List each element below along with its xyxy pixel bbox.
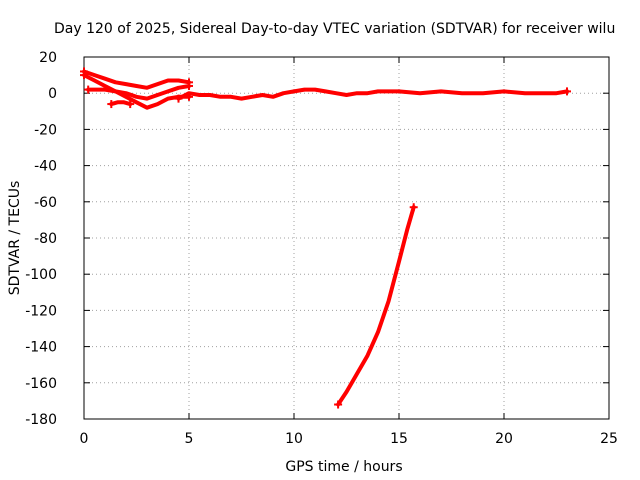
plot-frame	[83, 56, 610, 420]
y-tick-label: -40	[34, 159, 57, 175]
x-tick-label: 10	[285, 431, 303, 447]
x-tick-label: 25	[600, 431, 618, 447]
y-tick-label: -100	[25, 267, 57, 283]
y-tick-label: -140	[25, 340, 57, 356]
x-tick-label: 20	[495, 431, 513, 447]
y-tick-label: -160	[25, 376, 57, 392]
series-middle-arc	[82, 73, 191, 110]
series-upper-arc	[82, 69, 191, 90]
x-tick-label: 5	[185, 431, 194, 447]
series-layer	[80, 67, 571, 409]
y-axis-label: SDTVAR / TECUs	[7, 181, 23, 296]
series-lower-arc	[86, 84, 191, 101]
x-axis-label: GPS time / hours	[285, 459, 402, 475]
series-descending-arc	[336, 205, 416, 407]
x-tick-label: 15	[390, 431, 408, 447]
y-tick-label: -80	[34, 231, 57, 247]
y-tick-label: 20	[39, 50, 57, 66]
y-tick-label: -120	[25, 303, 57, 319]
series-main-track	[176, 87, 569, 101]
y-tick-label: -20	[34, 122, 57, 138]
chart-title: Day 120 of 2025, Sidereal Day-to-day VTE…	[54, 21, 615, 37]
y-tick-label: 0	[48, 86, 57, 102]
y-tick-label: -60	[34, 195, 57, 211]
ticks: 0 5 10 15 20 25 20 0 -20 -40 -60 -80 -100 -120 -140 -16…	[25, 50, 618, 447]
grid	[84, 57, 609, 419]
y-tick-label: -180	[25, 412, 57, 428]
x-tick-label: 0	[80, 431, 89, 447]
